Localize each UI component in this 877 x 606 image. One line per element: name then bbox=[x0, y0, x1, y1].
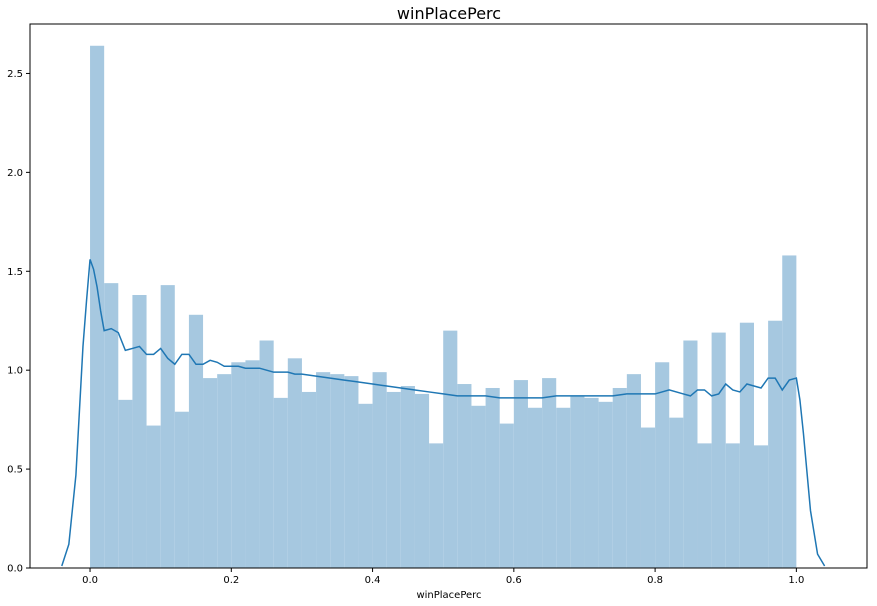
histogram-bar bbox=[203, 378, 218, 568]
histogram-bar bbox=[598, 401, 613, 568]
histogram-bar bbox=[457, 384, 472, 568]
histogram-bar bbox=[753, 445, 769, 568]
histogram-bar bbox=[344, 376, 359, 568]
kde-curve-group bbox=[61, 259, 826, 567]
histogram-bar bbox=[414, 393, 430, 568]
histogram-bar bbox=[301, 391, 317, 568]
histogram-bar bbox=[669, 417, 684, 568]
y-tick-label: 1.5 bbox=[7, 267, 23, 278]
kde-curve bbox=[61, 259, 826, 567]
x-tick-label: 0.8 bbox=[647, 575, 663, 586]
x-tick-label: 0.4 bbox=[365, 575, 381, 586]
histogram-bar bbox=[683, 340, 698, 568]
histogram-bar bbox=[372, 372, 387, 568]
histogram-bar bbox=[217, 374, 232, 568]
histogram-bar bbox=[570, 395, 585, 568]
histogram-bar bbox=[499, 423, 514, 568]
chart-title: winPlacePerc bbox=[397, 4, 501, 23]
x-tick-label: 0.6 bbox=[506, 575, 522, 586]
histogram-bar bbox=[287, 358, 302, 568]
histogram-bar bbox=[259, 340, 274, 568]
histogram-bar bbox=[118, 399, 133, 568]
histogram-bar bbox=[739, 322, 754, 568]
x-tick-label: 0.2 bbox=[223, 575, 239, 586]
histogram-bar bbox=[513, 380, 528, 568]
histogram-bar bbox=[90, 45, 105, 568]
histogram-bar bbox=[485, 387, 500, 568]
histogram-bar bbox=[542, 378, 557, 568]
histogram-bar bbox=[655, 362, 670, 568]
histogram-bar bbox=[612, 387, 627, 568]
histogram-bar bbox=[160, 285, 175, 568]
histogram-bar bbox=[386, 391, 401, 568]
histogram-bar bbox=[556, 407, 571, 568]
y-tick-label: 0.0 bbox=[7, 564, 23, 575]
plot-frame bbox=[29, 23, 868, 569]
y-tick-label: 2.0 bbox=[7, 168, 23, 179]
histogram-bar bbox=[584, 397, 599, 568]
y-axis-ticks: 0.0 0.5 1.0 1.5 2.0 2.5 bbox=[7, 69, 30, 575]
histogram-bar bbox=[443, 330, 458, 568]
histogram-bar bbox=[146, 425, 161, 568]
histogram-bar bbox=[768, 320, 783, 568]
histogram-bar bbox=[626, 374, 641, 568]
x-axis-ticks: 0.0 0.2 0.4 0.6 0.8 1.0 bbox=[82, 568, 804, 586]
histogram-bar bbox=[358, 403, 373, 568]
histogram-bar bbox=[273, 397, 288, 568]
histogram-bars bbox=[90, 45, 797, 568]
histogram-bar bbox=[711, 332, 726, 568]
y-tick-label: 2.5 bbox=[7, 69, 23, 80]
histogram-bar bbox=[174, 411, 189, 568]
x-axis-label: winPlacePerc bbox=[416, 590, 481, 601]
histogram-bar bbox=[697, 443, 712, 568]
histogram-bar bbox=[527, 407, 543, 568]
histogram-bar bbox=[782, 255, 797, 568]
histogram-bar bbox=[330, 374, 345, 568]
histogram-bar bbox=[104, 283, 119, 568]
x-tick-label: 0.0 bbox=[82, 575, 98, 586]
histogram-bar bbox=[316, 372, 331, 568]
x-tick-label: 1.0 bbox=[788, 575, 804, 586]
y-tick-label: 1.0 bbox=[7, 366, 23, 377]
histogram-bar bbox=[429, 443, 444, 568]
histogram-bar bbox=[725, 443, 740, 568]
histogram-bar bbox=[245, 360, 260, 568]
histogram-bar bbox=[188, 314, 204, 568]
y-tick-label: 0.5 bbox=[7, 465, 23, 476]
histogram-bar bbox=[400, 386, 415, 568]
histogram-bar bbox=[231, 362, 246, 568]
histogram-bar bbox=[471, 405, 486, 568]
histogram-bar bbox=[132, 295, 147, 568]
histogram-bar bbox=[640, 427, 656, 568]
